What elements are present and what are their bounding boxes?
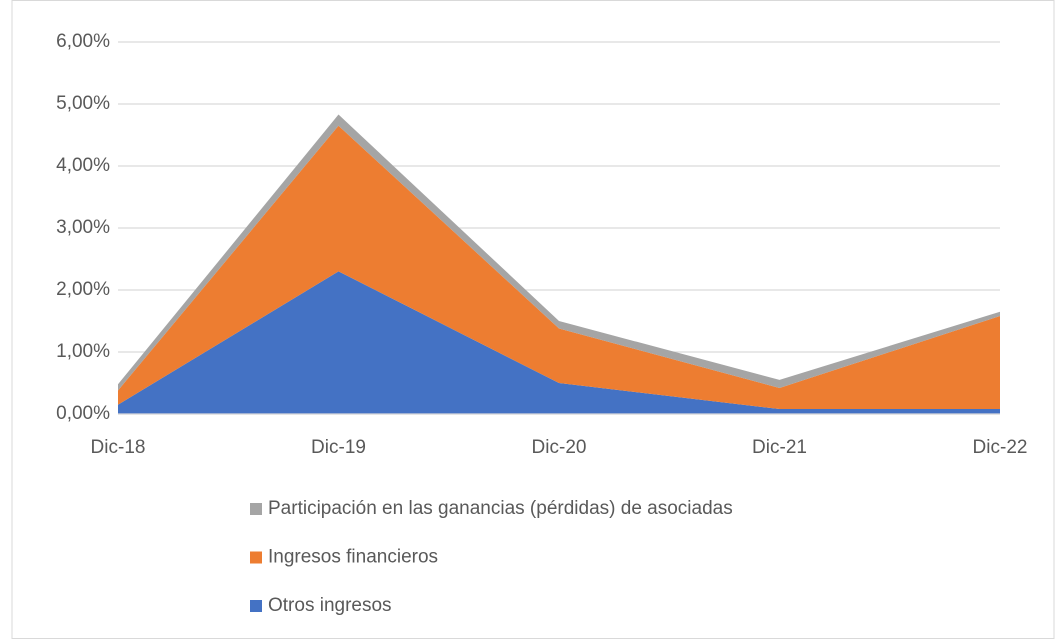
y-tick-label: 1,00% bbox=[56, 341, 110, 362]
area bbox=[118, 125, 1000, 410]
area bbox=[118, 271, 1000, 414]
legend-label: Participación en las ganancias (pérdidas… bbox=[268, 498, 733, 519]
y-tick-label: 6,00% bbox=[56, 31, 110, 52]
x-tick-label: Dic-20 bbox=[532, 437, 587, 458]
legend-swatch bbox=[250, 503, 262, 515]
legend-label: Otros ingresos bbox=[268, 595, 392, 616]
y-tick-label: 0,00% bbox=[56, 403, 110, 424]
legend-label: Ingresos financieros bbox=[268, 547, 438, 568]
legend-swatch bbox=[250, 551, 262, 564]
x-tick-label: Dic-22 bbox=[973, 437, 1028, 458]
legend-swatch bbox=[250, 600, 262, 612]
y-tick-label: 4,00% bbox=[56, 155, 110, 176]
x-tick-label: Dic-18 bbox=[91, 437, 146, 458]
x-tick-label: Dic-21 bbox=[752, 437, 807, 458]
y-tick-label: 2,00% bbox=[56, 279, 110, 300]
y-tick-label: 5,00% bbox=[56, 93, 110, 114]
y-tick-label: 3,00% bbox=[56, 217, 110, 238]
x-tick-label: Dic-19 bbox=[311, 437, 366, 458]
